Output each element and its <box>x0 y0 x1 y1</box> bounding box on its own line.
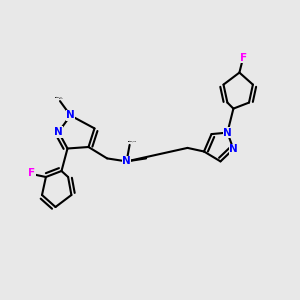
Text: F: F <box>28 168 35 178</box>
Text: methyl_lbl2: methyl_lbl2 <box>128 140 137 142</box>
Text: methyl_lbl: methyl_lbl <box>55 96 62 98</box>
Text: N: N <box>122 156 131 167</box>
Text: N: N <box>223 128 232 138</box>
Text: methyl: methyl <box>58 98 63 99</box>
Text: F: F <box>240 52 247 63</box>
Text: N: N <box>54 127 63 137</box>
Text: N: N <box>66 110 75 121</box>
Text: N: N <box>229 144 238 154</box>
